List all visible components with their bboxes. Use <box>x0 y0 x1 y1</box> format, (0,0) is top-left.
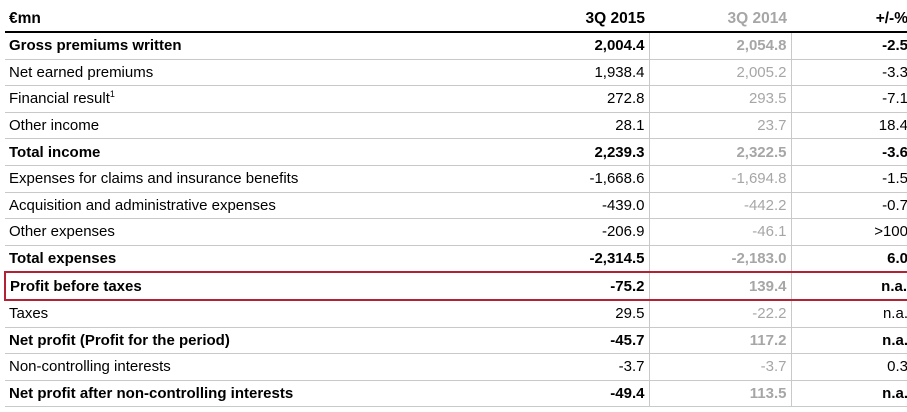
row-label-cell: Net profit after non-controlling interes… <box>5 380 509 408</box>
prior-value: -46.1 <box>648 218 791 246</box>
prior-value: -1,694.8 <box>648 165 791 193</box>
row-label-cell: Total expenses <box>5 245 509 273</box>
row-label-cell: Expenses for claims and insurance benefi… <box>5 165 509 193</box>
prior-value: -22.2 <box>648 299 791 328</box>
table-row: Expenses for claims and insurance benefi… <box>5 165 907 193</box>
table-row: Other expenses -206.9 -46.1 >100 <box>5 218 907 246</box>
current-value: 2,239.3 <box>509 138 649 166</box>
table-body: Gross premiums written 2,004.4 2,054.8 -2.5… <box>4 32 907 408</box>
prior-value: 139.4 <box>648 271 791 301</box>
change-value: -7.1 <box>790 85 907 113</box>
row-label-cell: Net earned premiums <box>5 59 509 87</box>
row-label: Other expenses <box>9 223 115 241</box>
current-period-header: 3Q 2015 <box>509 6 649 33</box>
row-label-cell: Other income <box>5 112 509 140</box>
current-value: 2,004.4 <box>509 32 649 60</box>
table-row: Gross premiums written 2,004.4 2,054.8 -2.5 <box>5 32 907 60</box>
prior-value: -442.2 <box>648 192 791 220</box>
table-row-highlighted: Profit before taxes -75.2 139.4 n.a. <box>4 271 907 301</box>
change-value: n.a. <box>790 299 907 328</box>
table-row: Total expenses -2,314.5 -2,183.0 6.0 <box>5 245 907 273</box>
row-label-cell: Acquisition and administrative expenses <box>5 192 509 220</box>
change-value: 18.4 <box>790 112 907 140</box>
current-value: -2,314.5 <box>509 245 649 273</box>
row-label-cell: Total income <box>5 138 509 166</box>
footnote-marker: 1 <box>109 89 115 100</box>
prior-value: 2,322.5 <box>648 138 791 166</box>
row-label: Profit before taxes <box>10 277 142 295</box>
prior-value: 293.5 <box>648 85 791 113</box>
change-value: 0.3 <box>790 353 907 381</box>
prior-value: 23.7 <box>648 112 791 140</box>
row-label: Other income <box>9 117 100 135</box>
current-value: -3.7 <box>509 353 649 381</box>
row-label: Total income <box>9 143 101 161</box>
current-value: -75.2 <box>509 271 649 301</box>
row-label: Net profit after non-controlling interes… <box>9 385 294 403</box>
row-label: Financial result <box>9 90 110 108</box>
change-value: n.a. <box>790 327 907 355</box>
table-row: Net earned premiums 1,938.4 2,005.2 -3.3 <box>5 59 907 87</box>
change-value: -3.3 <box>790 59 907 87</box>
prior-value: -3.7 <box>648 353 791 381</box>
prior-value: 117.2 <box>648 327 791 355</box>
row-label-cell: Taxes <box>5 299 509 328</box>
current-value: -49.4 <box>509 380 649 408</box>
row-label: Taxes <box>9 305 49 323</box>
current-value: 29.5 <box>509 299 649 328</box>
unit-header: €mn <box>5 6 509 33</box>
row-label-cell: Net profit (Profit for the period) <box>5 327 509 355</box>
table-row: Taxes 29.5 -22.2 n.a. <box>5 299 907 328</box>
prior-value: 113.5 <box>648 380 791 408</box>
row-label-cell: Non-controlling interests <box>5 353 509 381</box>
change-value: -2.5 <box>790 32 907 60</box>
change-value: -0.7 <box>790 192 907 220</box>
change-value: -3.6 <box>790 138 907 166</box>
row-label: Total expenses <box>9 250 117 268</box>
row-label-cell: Other expenses <box>5 218 509 246</box>
row-label-cell: Profit before taxes <box>4 271 509 301</box>
change-value: n.a. <box>790 380 907 408</box>
current-value: 28.1 <box>509 112 649 140</box>
row-label: Net profit (Profit for the period) <box>9 331 230 349</box>
change-value: -1.5 <box>790 165 907 193</box>
row-label-cell: Financial result1 <box>5 85 509 113</box>
prior-value: -2,183.0 <box>648 245 791 273</box>
table-row: Total income 2,239.3 2,322.5 -3.6 <box>5 138 907 166</box>
current-value: -439.0 <box>509 192 649 220</box>
row-label: Acquisition and administrative expenses <box>9 196 276 214</box>
current-value: -206.9 <box>509 218 649 246</box>
table-row: Non-controlling interests -3.7 -3.7 0.3 <box>5 353 907 381</box>
change-value: n.a. <box>790 271 907 301</box>
table-header-row: €mn 3Q 2015 3Q 2014 +/-% <box>5 6 907 33</box>
prior-period-header: 3Q 2014 <box>649 6 791 33</box>
current-value: -1,668.6 <box>509 165 649 193</box>
table-row: Acquisition and administrative expenses -… <box>5 192 907 220</box>
change-value: >100 <box>790 218 907 246</box>
current-value: 1,938.4 <box>509 59 649 87</box>
change-value: 6.0 <box>790 245 907 273</box>
table-row: Net profit after non-controlling interes… <box>5 380 907 408</box>
prior-value: 2,005.2 <box>648 59 791 87</box>
financial-table: €mn 3Q 2015 3Q 2014 +/-% Gross premiums … <box>4 6 907 408</box>
row-label: Non-controlling interests <box>9 358 171 376</box>
current-value: 272.8 <box>509 85 649 113</box>
row-label: Net earned premiums <box>9 63 154 81</box>
row-label-cell: Gross premiums written <box>5 32 509 60</box>
row-label: Gross premiums written <box>9 37 182 55</box>
table-row: Financial result1 272.8 293.5 -7.1 <box>5 85 907 113</box>
prior-value: 2,054.8 <box>648 32 791 60</box>
row-label: Expenses for claims and insurance benefi… <box>9 170 299 188</box>
table-row: Net profit (Profit for the period) -45.7 1… <box>5 327 907 355</box>
table-row: Other income 28.1 23.7 18.4 <box>5 112 907 140</box>
change-header: +/-% <box>791 6 907 33</box>
current-value: -45.7 <box>509 327 649 355</box>
